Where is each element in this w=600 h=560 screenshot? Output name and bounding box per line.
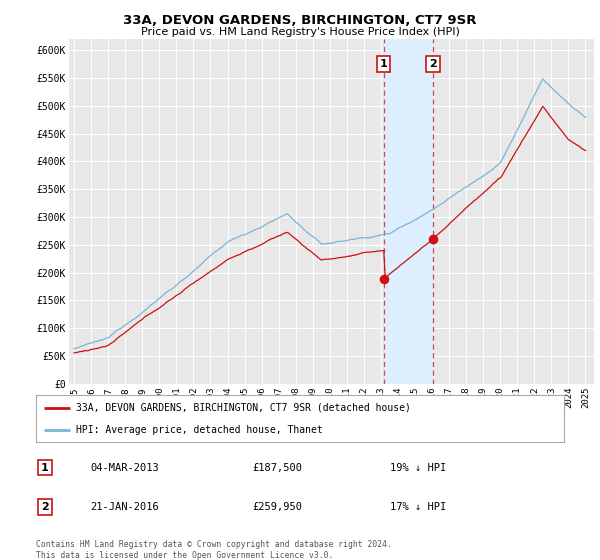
Text: £187,500: £187,500 [252,463,302,473]
Point [379,275,389,284]
Text: £259,950: £259,950 [252,502,302,512]
Text: 1: 1 [380,59,388,69]
Bar [384,39,433,384]
Text: 33A, DEVON GARDENS, BIRCHINGTON, CT7 9SR: 33A, DEVON GARDENS, BIRCHINGTON, CT7 9SR [123,14,477,27]
Text: 1: 1 [41,463,49,473]
Text: 19% ↓ HPI: 19% ↓ HPI [390,463,446,473]
Text: 17% ↓ HPI: 17% ↓ HPI [390,502,446,512]
Text: HPI: Average price, detached house, Thanet: HPI: Average price, detached house, Than… [76,424,322,435]
Text: 21-JAN-2016: 21-JAN-2016 [90,502,159,512]
Text: Contains HM Land Registry data © Crown copyright and database right 2024.
This d: Contains HM Land Registry data © Crown c… [36,540,392,560]
Text: 2: 2 [41,502,49,512]
Text: 04-MAR-2013: 04-MAR-2013 [90,463,159,473]
Text: Price paid vs. HM Land Registry's House Price Index (HPI): Price paid vs. HM Land Registry's House … [140,27,460,37]
Point [428,235,438,244]
Text: 33A, DEVON GARDENS, BIRCHINGTON, CT7 9SR (detached house): 33A, DEVON GARDENS, BIRCHINGTON, CT7 9SR… [76,403,410,413]
Text: 2: 2 [429,59,437,69]
